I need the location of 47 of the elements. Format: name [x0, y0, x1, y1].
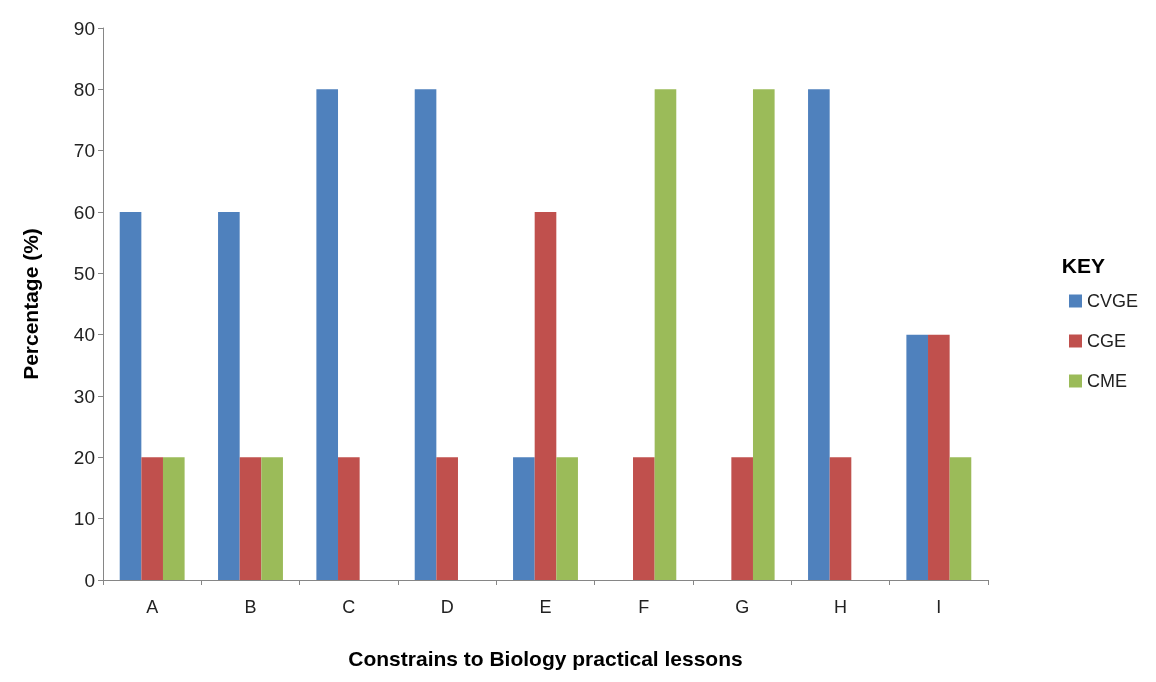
bar	[338, 457, 360, 580]
y-tick-label: 90	[73, 17, 95, 39]
x-axis-title: Constrains to Biology practical lessons	[348, 647, 743, 670]
x-tick-label: C	[342, 597, 356, 617]
y-tick-label: 20	[73, 446, 95, 468]
y-tick-label: 10	[73, 508, 95, 530]
bar	[829, 457, 852, 580]
bar	[949, 457, 972, 580]
bar	[633, 457, 655, 580]
bar	[316, 89, 339, 580]
bar	[436, 457, 458, 580]
legend-title: KEY	[1061, 254, 1106, 277]
y-tick-label: 0	[84, 569, 95, 591]
bar	[218, 212, 240, 580]
legend-label: CGE	[1086, 331, 1126, 351]
bar	[928, 334, 950, 580]
bar	[654, 89, 677, 580]
bar	[414, 89, 437, 580]
x-tick-label: F	[638, 597, 650, 617]
y-tick-label: 70	[73, 140, 95, 162]
x-tick-label: D	[440, 597, 454, 617]
bar	[239, 457, 262, 580]
y-tick-label: 40	[73, 324, 95, 346]
y-axis-title: Percentage (%)	[19, 228, 42, 380]
x-tick-label: B	[244, 597, 257, 617]
x-tick-label: G	[735, 597, 750, 617]
bar	[141, 457, 163, 580]
legend-label: CME	[1086, 371, 1127, 391]
y-tick-label: 80	[73, 78, 95, 100]
y-tick-label: 60	[73, 201, 95, 223]
bar	[534, 212, 557, 580]
x-tick-label: I	[936, 597, 942, 617]
bar	[731, 457, 753, 580]
legend-label: CVGE	[1086, 291, 1138, 311]
bar	[261, 457, 283, 580]
bar	[808, 89, 830, 580]
bar	[752, 89, 775, 580]
bar	[906, 334, 929, 580]
x-tick-label: A	[146, 597, 159, 617]
bar	[556, 457, 578, 580]
bar	[162, 457, 185, 580]
bar	[513, 457, 535, 580]
y-tick-label: 30	[73, 385, 95, 407]
x-tick-label: H	[834, 597, 847, 617]
y-tick-label: 50	[73, 262, 95, 284]
x-tick-label: E	[539, 597, 552, 617]
bar	[119, 212, 142, 580]
